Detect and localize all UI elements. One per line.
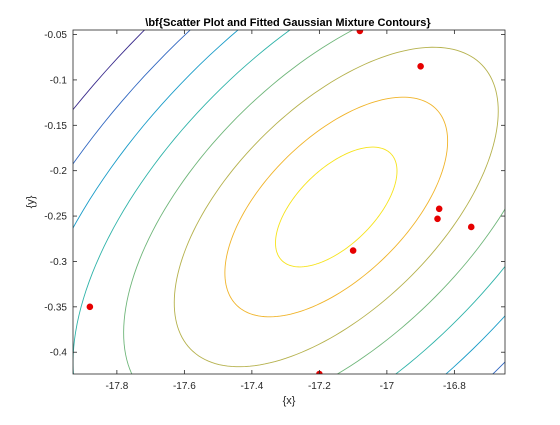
scatter-points xyxy=(86,30,475,374)
scatter-point xyxy=(467,223,475,231)
y-tick-label: -0.25 xyxy=(44,212,67,223)
y-tick-label: -0.05 xyxy=(44,30,67,41)
y-tick-label: -0.4 xyxy=(50,348,68,359)
x-tick-label: -17.8 xyxy=(105,381,128,392)
x-tick-label: -17.4 xyxy=(240,381,263,392)
x-axis-ticks: -17.8 -17.6 -17.4 -17.2 -17 -16.8 xyxy=(105,30,466,392)
x-tick-label: -17 xyxy=(380,381,395,392)
contour-line xyxy=(173,46,499,368)
y-tick-label: -0.3 xyxy=(50,257,68,268)
x-axis-label: {x} xyxy=(283,395,296,407)
x-tick-label: -16.8 xyxy=(443,381,466,392)
scatter-point xyxy=(356,30,364,35)
y-axis-ticks: -0.4 -0.35 -0.3 -0.25 -0.2 -0.15 -0.1 -0.05 xyxy=(44,30,505,359)
scatter-point xyxy=(349,247,357,254)
y-tick-label: -0.15 xyxy=(44,121,67,132)
y-axis-label: {y} xyxy=(25,195,37,208)
contour-line xyxy=(224,96,449,318)
plot-area xyxy=(73,30,505,374)
scatter-point xyxy=(434,215,441,223)
y-tick-label: -0.1 xyxy=(50,75,68,86)
contour-line xyxy=(123,30,505,374)
y-tick-label: -0.35 xyxy=(44,302,67,313)
plot-frame xyxy=(72,29,506,375)
scatter-point xyxy=(86,303,94,311)
scatter-point xyxy=(435,205,443,213)
x-tick-label: -17.6 xyxy=(173,381,196,392)
chart-title: \bf{Scatter Plot and Fitted Gaussian Mix… xyxy=(145,17,431,29)
scatter-point xyxy=(417,63,424,70)
y-tick-label: -0.2 xyxy=(50,166,68,177)
contour-line xyxy=(275,146,398,268)
contour-line xyxy=(73,30,505,374)
x-tick-label: -17.2 xyxy=(308,381,331,392)
